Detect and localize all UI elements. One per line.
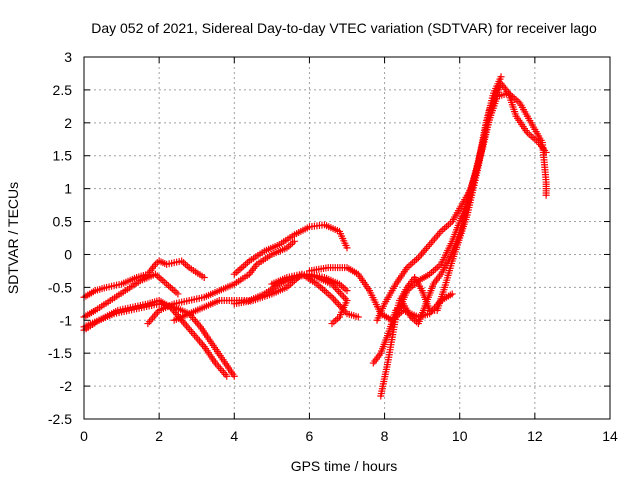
data-point-marker: [290, 237, 298, 245]
x-tick-label: 6: [306, 428, 314, 444]
data-point-marker: [230, 372, 238, 380]
series-track-12: [377, 89, 550, 400]
grid-layer: [84, 57, 610, 419]
y-tick-label: -2: [60, 378, 73, 394]
series-track-4: [80, 297, 231, 380]
data-point-marker: [331, 297, 339, 305]
x-axis-label: GPS time / hours: [291, 458, 398, 474]
series-track-7: [230, 221, 351, 278]
y-tick-label: 0: [64, 246, 72, 262]
data-point-marker: [338, 291, 346, 299]
data-point-marker: [542, 191, 550, 199]
y-axis-label: SDTVAR / TECUs: [5, 182, 21, 294]
plot-frame: [83, 56, 611, 420]
x-tick-label: 10: [452, 428, 468, 444]
y-tick-label: -0.5: [48, 279, 72, 295]
y-tick-label: -1: [60, 312, 73, 328]
x-tick-label: 14: [602, 428, 618, 444]
data-point-marker: [343, 244, 351, 252]
data-point-marker: [340, 293, 348, 301]
x-tick-label: 8: [381, 428, 389, 444]
data-point-marker: [354, 313, 362, 321]
x-tick-label: 2: [155, 428, 163, 444]
data-point-marker: [333, 299, 341, 307]
series-track-1: [80, 257, 208, 301]
y-tick-label: -2.5: [48, 411, 72, 427]
x-tick-label: 12: [527, 428, 543, 444]
data-layer: [80, 73, 550, 400]
y-tick-label: -1.5: [48, 345, 72, 361]
data-point-marker: [448, 290, 456, 298]
y-tick-label: 3: [64, 49, 72, 65]
y-tick-label: 2.5: [53, 82, 73, 98]
y-tick-label: 0.5: [53, 214, 73, 230]
x-tick-label: 4: [230, 428, 238, 444]
y-tick-label: 1: [64, 181, 72, 197]
data-point-marker: [200, 273, 208, 281]
series-track-9: [268, 270, 351, 328]
chart-title: Day 052 of 2021, Sidereal Day-to-day VTE…: [91, 20, 597, 36]
data-point-marker: [343, 287, 351, 295]
data-point-marker: [328, 320, 336, 328]
series-track-14: [388, 86, 501, 331]
data-point-marker: [497, 73, 505, 81]
data-point-marker: [174, 290, 182, 298]
data-point-marker: [493, 86, 501, 94]
y-tick-label: 2: [64, 115, 72, 131]
series-track-5: [144, 237, 298, 328]
x-tick-label: 0: [80, 428, 88, 444]
y-tick-label: 1.5: [53, 148, 73, 164]
data-point-marker: [223, 372, 231, 380]
data-point-marker: [330, 295, 338, 303]
tick-layer: 0 2 4 6 8 10 12 14 -2.5 -2 -1.5 -1 -0.5 0 0.5 1 1.5 2 2.5 3: [48, 49, 618, 444]
